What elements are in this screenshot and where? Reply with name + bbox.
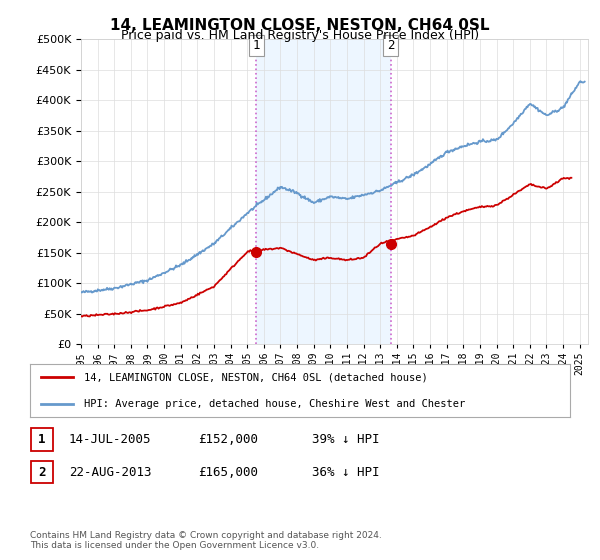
Bar (256, 39, 391, 344)
Text: 36% ↓ HPI: 36% ↓ HPI (312, 465, 380, 479)
Text: HPI: Average price, detached house, Cheshire West and Chester: HPI: Average price, detached house, Ches… (84, 399, 465, 409)
Text: 14, LEAMINGTON CLOSE, NESTON, CH64 0SL (detached house): 14, LEAMINGTON CLOSE, NESTON, CH64 0SL (… (84, 372, 428, 382)
Text: 2: 2 (387, 39, 395, 52)
Text: Contains HM Land Registry data © Crown copyright and database right 2024.
This d: Contains HM Land Registry data © Crown c… (30, 530, 382, 550)
Text: 1: 1 (38, 433, 46, 446)
Text: Price paid vs. HM Land Registry's House Price Index (HPI): Price paid vs. HM Land Registry's House … (121, 29, 479, 42)
Text: 2: 2 (38, 465, 46, 479)
Text: 39% ↓ HPI: 39% ↓ HPI (312, 433, 380, 446)
Text: 14-JUL-2005: 14-JUL-2005 (69, 433, 151, 446)
Text: 14, LEAMINGTON CLOSE, NESTON, CH64 0SL: 14, LEAMINGTON CLOSE, NESTON, CH64 0SL (110, 18, 490, 33)
Text: 1: 1 (253, 39, 260, 52)
Text: £165,000: £165,000 (198, 465, 258, 479)
Text: £152,000: £152,000 (198, 433, 258, 446)
Text: 22-AUG-2013: 22-AUG-2013 (69, 465, 151, 479)
